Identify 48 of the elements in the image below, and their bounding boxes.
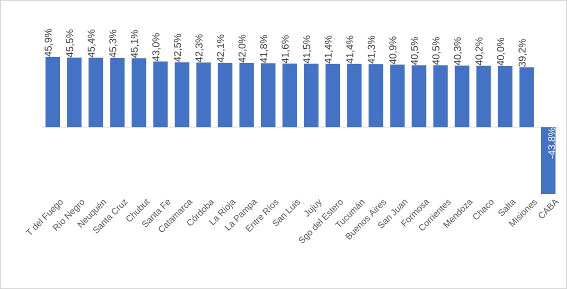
data-label: 42,1%	[216, 34, 226, 62]
bar	[326, 64, 340, 128]
data-label: 45,5%	[66, 29, 74, 58]
data-label: 41,4%	[324, 36, 333, 64]
data-label: 40,2%	[475, 38, 484, 66]
data-label: 40,0%	[497, 38, 506, 66]
data-label: 39,2%	[518, 39, 527, 67]
bar	[519, 67, 534, 128]
data-label: 40,5%	[432, 37, 441, 65]
data-label: -43,8%	[548, 128, 556, 159]
bar	[260, 63, 276, 128]
bar	[368, 64, 384, 128]
data-label: 42,0%	[238, 34, 247, 63]
data-label: 41,5%	[303, 36, 312, 64]
bar	[390, 64, 405, 128]
data-label: 42,3%	[195, 34, 204, 62]
bar	[476, 66, 491, 128]
data-label: 45,4%	[88, 30, 96, 58]
data-label: 42,5%	[174, 34, 182, 62]
data-label: 40,9%	[389, 36, 398, 64]
data-label: 41,4%	[346, 36, 354, 64]
bar	[67, 58, 82, 128]
data-label: 40,3%	[454, 37, 462, 66]
bar	[454, 66, 470, 128]
bar	[88, 58, 104, 128]
data-label: 43,0%	[152, 33, 161, 62]
bar	[282, 64, 297, 128]
bar	[412, 65, 426, 128]
bar	[347, 64, 362, 128]
bar	[218, 62, 232, 128]
bar	[498, 66, 512, 128]
bar	[132, 58, 146, 128]
bar	[540, 127, 556, 194]
data-label: 45,9%	[44, 28, 53, 57]
bar	[46, 57, 60, 128]
data-label: 45,3%	[109, 30, 118, 58]
bar	[110, 58, 125, 128]
data-label: 45,1%	[130, 30, 140, 58]
bar	[174, 62, 190, 128]
bar	[196, 62, 211, 128]
bar	[304, 64, 319, 128]
data-label: 41,8%	[260, 35, 268, 63]
data-label: 40,5%	[410, 37, 420, 65]
data-label: 41,3%	[368, 36, 376, 64]
data-label: 41,6%	[282, 35, 290, 64]
bar	[153, 61, 168, 128]
bar	[239, 62, 254, 128]
bar	[433, 65, 448, 128]
